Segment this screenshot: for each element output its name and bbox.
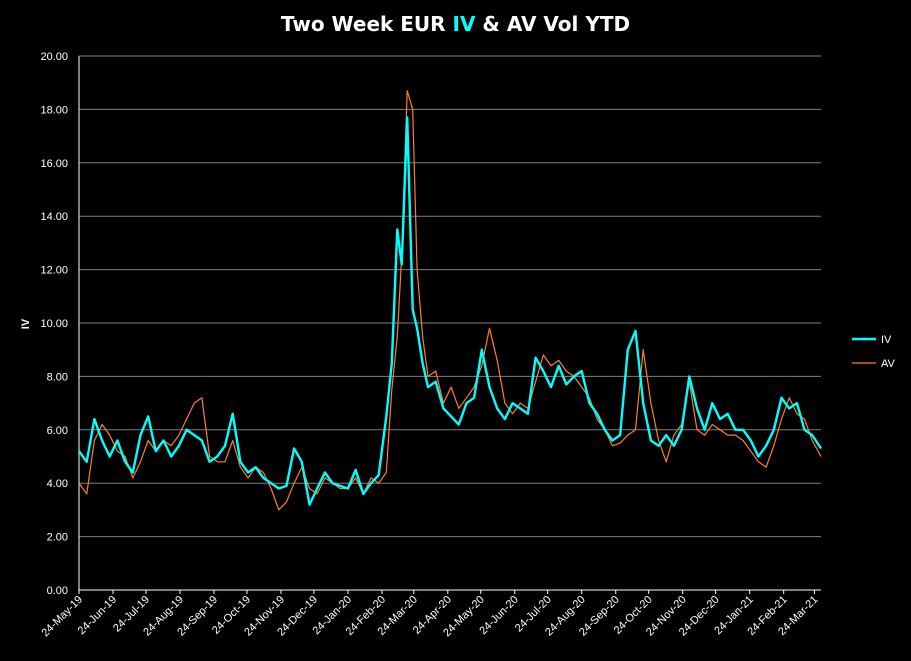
- x-axis-ticks: 24-May-1924-Jun-1924-Jul-1924-Aug-1924-S…: [39, 590, 821, 639]
- axes: [78, 56, 821, 591]
- y-tick-label: 0.00: [47, 585, 68, 597]
- y-tick-label: 20.00: [40, 51, 68, 63]
- chart-title-part-3: & AV Vol YTD: [475, 12, 631, 36]
- y-tick-label: 12.00: [40, 265, 68, 277]
- chart-title-part-1: Two Week EUR: [280, 12, 453, 36]
- legend-label-av: AV: [881, 358, 896, 370]
- y-tick-label: 10.00: [40, 318, 68, 330]
- y-tick-label: 2.00: [47, 532, 68, 544]
- y-tick-label: 14.00: [40, 211, 68, 223]
- y-tick-label: 16.00: [40, 158, 68, 170]
- gridlines: [79, 55, 821, 538]
- chart-title: Two Week EUR IV & AV Vol YTD: [0, 12, 911, 36]
- y-tick-label: 8.00: [47, 371, 68, 383]
- chart-title-iv: IV: [452, 12, 476, 36]
- y-axis-ticks: 0.00 2.00 4.00 6.00 8.00 10.00 12.00 14.00 16.00…: [40, 51, 68, 597]
- y-axis-label: IV: [20, 318, 32, 329]
- series-line-av: [78, 90, 822, 511]
- series-lines: [78, 90, 823, 511]
- y-tick-label: 18.00: [40, 104, 68, 116]
- legend-label-iv: IV: [881, 334, 892, 346]
- series-line-iv: [78, 116, 823, 506]
- y-tick-label: 4.00: [47, 478, 68, 490]
- y-tick-label: 6.00: [47, 425, 68, 437]
- legend: IV AV: [852, 334, 896, 370]
